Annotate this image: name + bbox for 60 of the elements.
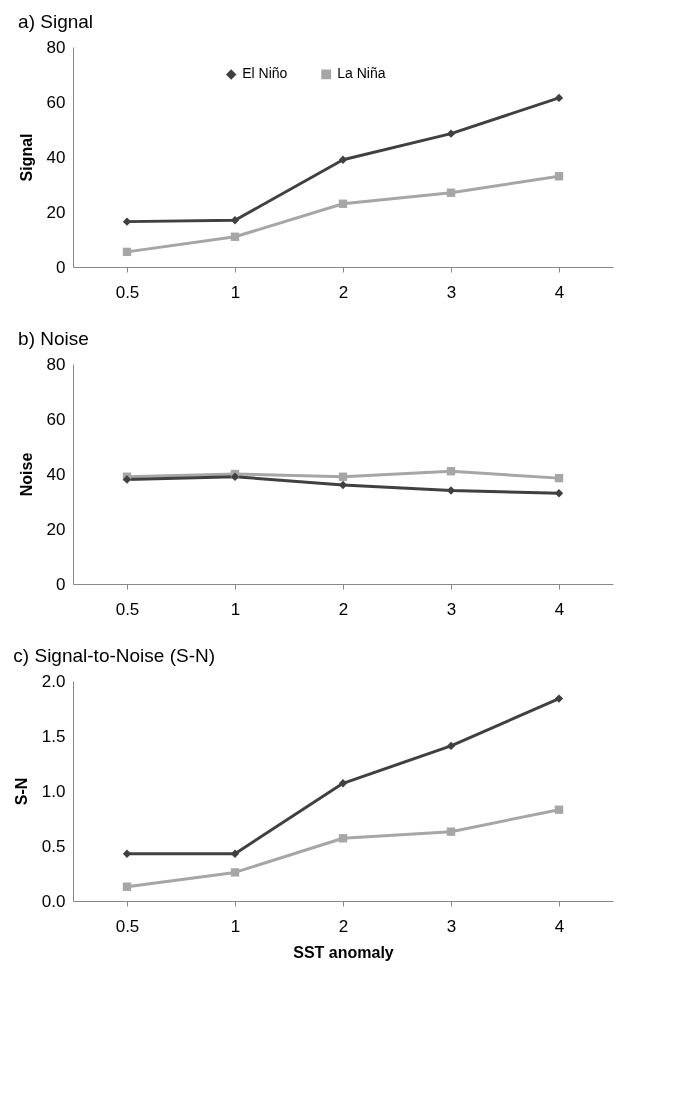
y-tick-label: 40: [46, 147, 66, 167]
legend-label: El Niño: [242, 65, 288, 82]
legend-label: La Niña: [337, 65, 386, 82]
x-tick-label: 2: [338, 916, 349, 936]
y-axis-title: S-N: [12, 777, 30, 806]
x-axis-title: SST anomaly: [293, 943, 394, 961]
y-tick-label: 40: [46, 464, 66, 484]
x-tick-label: 0.5: [115, 599, 140, 619]
point: [554, 805, 564, 814]
point: [554, 93, 564, 103]
x-tick-label: 2: [338, 599, 349, 619]
y-tick-label: 80: [46, 37, 66, 57]
point: [338, 199, 348, 208]
x-tick-label: 4: [554, 916, 565, 936]
chart-title: b) Noise: [18, 328, 89, 349]
y-tick-label: 0: [56, 574, 66, 594]
point: [446, 188, 456, 197]
y-axis-title: Noise: [17, 452, 35, 497]
point: [122, 882, 132, 891]
x-tick-label: 0.5: [115, 916, 140, 936]
x-tick-label: 1: [230, 599, 241, 619]
y-tick-label: 60: [46, 92, 66, 112]
x-tick-label: 1: [230, 282, 241, 302]
chart-title: c) Signal-to-Noise (S-N): [13, 645, 216, 666]
point: [122, 247, 132, 257]
y-tick-label: 0.0: [41, 891, 66, 911]
x-tick-label: 2: [338, 282, 349, 302]
x-tick-label: 3: [446, 916, 457, 936]
y-axis-title: Signal: [17, 133, 35, 182]
x-tick-label: 4: [554, 282, 565, 302]
y-tick-label: 1.0: [41, 781, 66, 801]
y-tick-label: 0: [56, 257, 66, 277]
x-tick-label: 1: [230, 916, 241, 936]
y-tick-label: 1.5: [41, 726, 66, 746]
point: [338, 779, 348, 788]
chart-title: a) Signal: [18, 11, 94, 32]
x-tick-label: 0.5: [115, 282, 140, 302]
y-tick-label: 60: [46, 409, 66, 429]
y-tick-label: 80: [46, 354, 66, 374]
point: [554, 694, 564, 703]
point: [554, 172, 564, 181]
y-tick-label: 2.0: [41, 671, 66, 691]
x-tick-label: 3: [446, 282, 457, 302]
point: [554, 473, 564, 483]
point: [230, 232, 240, 241]
point: [554, 489, 564, 498]
point: [446, 486, 456, 495]
x-tick-label: 4: [554, 599, 565, 619]
point: [338, 472, 348, 481]
point: [446, 129, 456, 138]
y-tick-label: 20: [46, 519, 66, 539]
point: [338, 834, 348, 843]
point: [338, 155, 348, 164]
point: [446, 827, 456, 836]
point: [230, 868, 240, 877]
x-tick-label: 3: [446, 599, 457, 619]
point: [446, 741, 456, 751]
y-tick-label: 20: [46, 202, 66, 222]
y-tick-label: 0.5: [41, 836, 66, 856]
point: [446, 467, 456, 476]
